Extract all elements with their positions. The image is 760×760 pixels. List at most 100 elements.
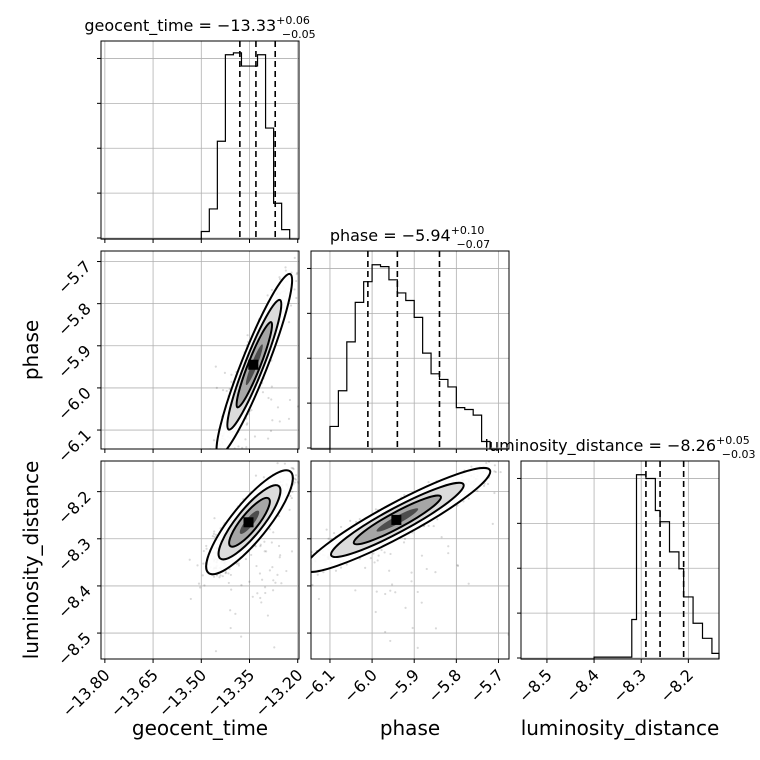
sample-point [403, 493, 406, 497]
sample-point [493, 491, 496, 495]
sample-point [224, 572, 227, 575]
x-axis-label-luminosity-distance: luminosity_distance [521, 716, 720, 740]
tick-label-x-phase: −5.8 [424, 665, 465, 706]
sample-point [420, 554, 424, 557]
sample-point [285, 569, 288, 573]
sample-point [219, 458, 221, 460]
sample-point [230, 588, 233, 591]
sample-point [227, 581, 230, 585]
sample-point [420, 601, 423, 604]
sample-point [211, 534, 214, 538]
sample-point [389, 639, 392, 643]
tick-label-x-luminosity_distance: −8.3 [609, 665, 650, 706]
sample-point [308, 571, 310, 573]
sample-point [214, 452, 216, 454]
sample-point [317, 597, 321, 601]
sample-point [325, 528, 328, 531]
tick-label-x-geocent_time: −13.50 [155, 665, 210, 720]
sample-point [214, 533, 217, 536]
sample-point [293, 481, 297, 484]
sample-point [270, 531, 272, 533]
sample-point [322, 571, 325, 574]
sample-point [311, 583, 314, 587]
sample-point [223, 457, 225, 459]
sample-point [232, 449, 234, 451]
sample-point [304, 561, 306, 563]
sample-point [207, 462, 209, 464]
sample-point [290, 271, 293, 274]
sample-point [250, 482, 252, 484]
sample-point [276, 406, 280, 409]
sample-point [218, 576, 221, 579]
tick-label-y-phase: −6.0 [54, 383, 95, 424]
sample-point [215, 450, 217, 452]
title-minus-error-1: −0.07 [456, 238, 490, 251]
sample-point [219, 574, 222, 577]
sample-point [283, 462, 287, 465]
histogram-phase [311, 264, 509, 450]
sample-point [250, 409, 253, 412]
sample-point [440, 536, 443, 539]
sample-point [258, 572, 262, 575]
title-main-2: luminosity_distance = −8.26 [485, 436, 716, 456]
panel-frame-hist-luminosity_distance [520, 460, 720, 660]
tick-label-y-luminosity_distance: −8.4 [54, 581, 95, 622]
sample-point [270, 398, 273, 401]
sample-point [388, 569, 391, 572]
tick-label-x-luminosity_distance: −8.4 [562, 665, 603, 706]
sample-point [244, 557, 248, 561]
sample-point [240, 635, 243, 638]
sample-point [279, 554, 282, 557]
sample-point [274, 581, 277, 584]
sample-point [293, 256, 296, 260]
sample-point [248, 456, 250, 458]
sample-point [265, 550, 268, 553]
sample-point [255, 479, 257, 481]
title-minus-error-0: −0.05 [282, 28, 316, 41]
sample-point [375, 590, 378, 593]
sample-point [299, 575, 301, 577]
sample-point [403, 537, 407, 540]
sample-point [290, 496, 293, 500]
density-peak [248, 359, 259, 370]
sample-point [203, 584, 206, 587]
sample-point [272, 579, 275, 582]
sample-point [224, 571, 228, 574]
sample-point [288, 508, 291, 511]
sample-point [270, 541, 273, 544]
panel-frame-geocent_time-vs-phase [100, 250, 300, 450]
sample-point [292, 582, 294, 584]
sample-point [205, 544, 208, 548]
sample-point [305, 564, 307, 566]
sample-point [293, 288, 296, 291]
sample-point [212, 495, 214, 497]
sample-point [499, 470, 502, 474]
sample-point [284, 266, 287, 269]
sample-point [389, 552, 392, 556]
sample-point [210, 485, 212, 487]
histogram-geocent_time [101, 52, 299, 240]
sample-point [302, 562, 304, 564]
sample-point [218, 476, 220, 478]
sample-point [482, 484, 486, 487]
sample-point [486, 482, 490, 486]
sample-point [240, 584, 243, 587]
sample-point [292, 467, 295, 471]
sample-point [364, 566, 367, 569]
sample-point [290, 550, 294, 553]
sample-point [354, 589, 357, 592]
sample-point [266, 614, 270, 617]
title-phase: phase = −5.94+0.10 −0.07 [330, 224, 490, 251]
sample-point [294, 478, 297, 481]
tick-label-y-luminosity_distance: −8.5 [54, 628, 95, 669]
sample-point [284, 269, 287, 272]
sample-point [295, 279, 298, 283]
sample-point [402, 541, 406, 544]
sample-point [434, 627, 438, 630]
sample-point [425, 567, 428, 571]
sample-point [509, 455, 511, 457]
sample-point [196, 564, 199, 567]
sample-point [229, 626, 232, 630]
sample-point [237, 562, 240, 565]
sample-point [272, 553, 274, 555]
